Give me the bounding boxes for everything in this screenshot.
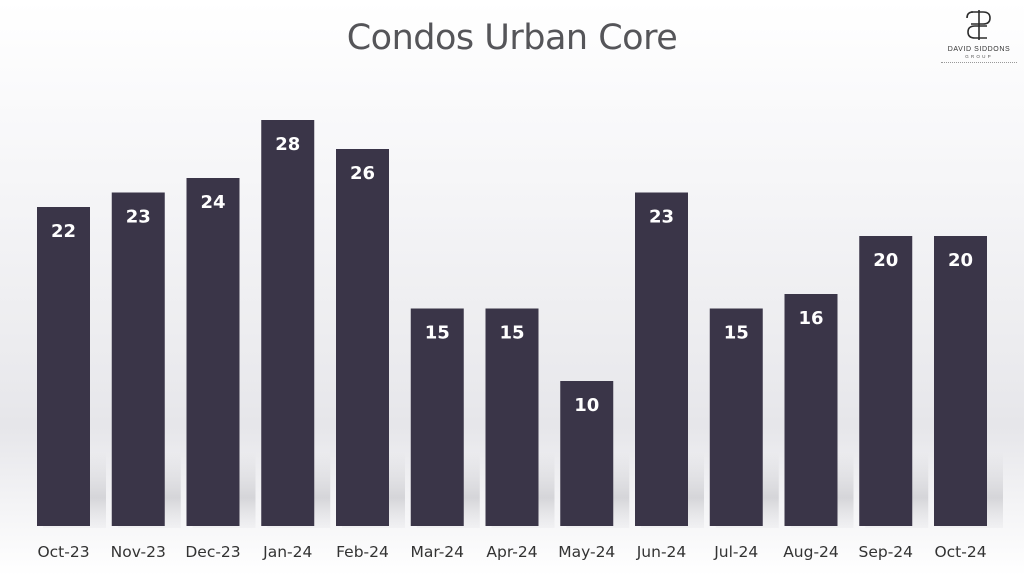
data-label: 16: [798, 308, 823, 329]
x-tick-label: Jul-24: [713, 543, 758, 561]
x-tick-label: Sep-24: [858, 543, 913, 561]
logo-subwordmark: GROUP: [965, 54, 993, 59]
x-axis-tick-labels: Oct-23 Nov-23 Dec-23 Jan-24 Feb-24 Mar-24 Apr-…: [37, 543, 986, 561]
bar-jan-24: [261, 120, 315, 526]
bar-sep-24: [859, 236, 913, 526]
x-tick-label: Aug-24: [783, 543, 839, 561]
bar-jun-24: [635, 192, 688, 526]
brand-logo: DAVID SIDDONS GROUP: [934, 8, 1024, 70]
chart-title: Condos Urban Core: [346, 18, 678, 58]
x-tick-label: Feb-24: [336, 543, 389, 561]
data-label: 22: [51, 221, 76, 242]
data-label: 15: [499, 323, 524, 344]
bar-jul-24: [709, 308, 763, 526]
x-tick-label: Jun-24: [636, 543, 687, 561]
data-label: 20: [873, 250, 898, 271]
bar-oct-23: [37, 207, 90, 526]
x-tick-label: Nov-23: [111, 543, 166, 561]
x-tick-label: May-24: [558, 543, 615, 561]
data-label: 24: [200, 192, 225, 213]
x-tick-label: Jan-24: [262, 543, 312, 561]
bar-apr-24: [485, 308, 539, 526]
logo-wordmark: DAVID SIDDONS: [947, 46, 1011, 53]
bar-may-24: [560, 381, 614, 526]
bar-feb-24: [336, 149, 389, 526]
data-label: 20: [948, 250, 973, 271]
data-label: 15: [425, 323, 450, 344]
data-label: 28: [275, 134, 300, 155]
bar-oct-24: [934, 236, 987, 526]
data-label: 23: [126, 207, 151, 228]
bars-layer: [37, 120, 987, 526]
bar-nov-23: [111, 192, 165, 526]
bar-mar-24: [410, 308, 464, 526]
data-label: 23: [649, 207, 674, 228]
x-tick-label: Oct-24: [934, 543, 986, 561]
x-tick-label: Mar-24: [410, 543, 464, 561]
data-label: 26: [350, 163, 375, 184]
x-tick-label: Apr-24: [486, 543, 537, 561]
logo-tagline-rule: [941, 62, 1017, 65]
bar-dec-23: [186, 178, 240, 526]
x-tick-label: Dec-23: [185, 543, 240, 561]
monogram-icon: [966, 10, 991, 40]
x-tick-label: Oct-23: [37, 543, 89, 561]
data-label: 15: [724, 323, 749, 344]
data-label: 10: [574, 395, 599, 416]
value-labels-layer: 22 23 24 28 26 15 15 10 23 15 16 20 20: [51, 134, 973, 416]
bar-aug-24: [784, 294, 838, 526]
